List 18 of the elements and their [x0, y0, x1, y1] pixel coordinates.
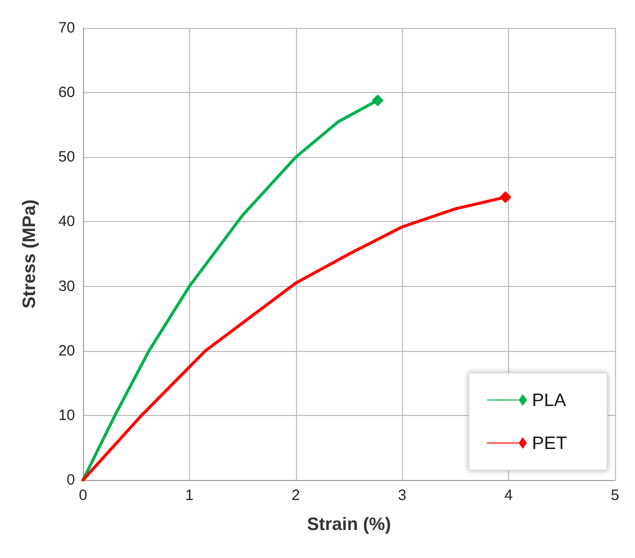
y-tick-label: 10 [58, 406, 75, 424]
y-tick-label: 0 [66, 472, 75, 488]
y-tick-label: 20 [58, 342, 75, 360]
legend-label: PLA [532, 390, 566, 410]
y-tick-label: 50 [58, 148, 75, 166]
x-tick-label: 0 [78, 487, 88, 504]
x-tick-label: 4 [504, 487, 513, 504]
x-tick-label: 2 [292, 487, 300, 504]
x-axis-title: Strain (%) [306, 514, 392, 534]
x-tick-label: 5 [610, 487, 620, 504]
x-tick-label: 1 [185, 487, 194, 504]
y-tick-label: 40 [58, 213, 75, 230]
y-tick-label: 70 [58, 20, 75, 36]
x-tick-label: 3 [398, 487, 406, 504]
y-axis-title: Stress (MPa) [19, 199, 39, 309]
legend-label: PET [532, 433, 568, 453]
y-tick-label: 30 [58, 278, 75, 295]
y-tick-label: 60 [58, 84, 75, 102]
